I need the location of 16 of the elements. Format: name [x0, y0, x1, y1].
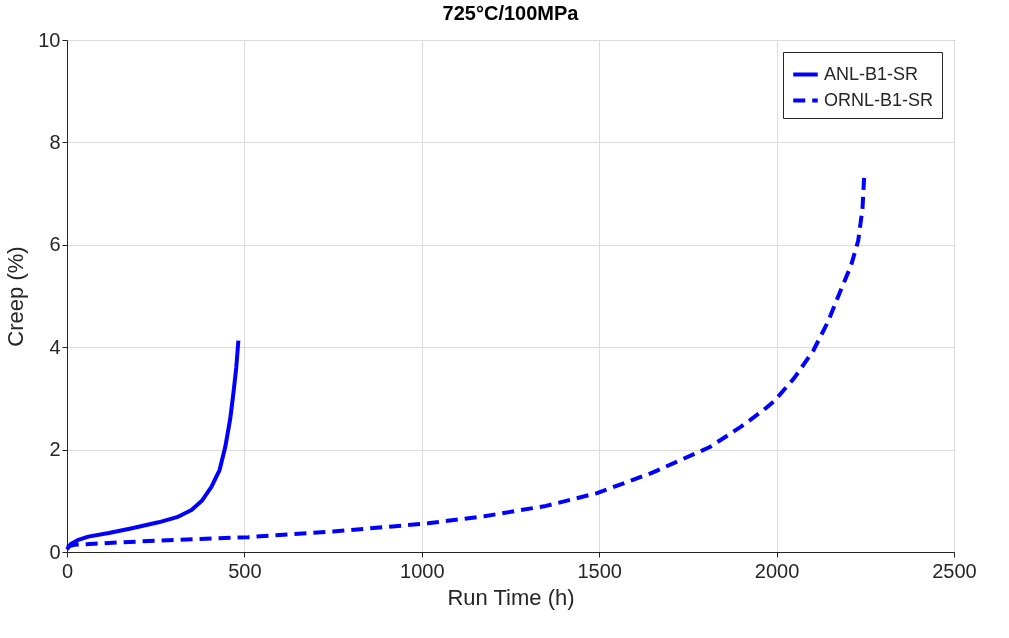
y-axis-title: Creep (%)	[3, 246, 29, 347]
legend-label: ANL-B1-SR	[824, 63, 919, 84]
x-axis-title: Run Time (h)	[447, 584, 575, 610]
x-tick-label: 2000	[754, 559, 800, 582]
x-tick-label: 2500	[932, 559, 977, 582]
x-tick-label: 500	[228, 559, 262, 582]
y-tick-label: 8	[49, 130, 61, 153]
x-tick-label: 1500	[577, 559, 622, 582]
y-tick-label: 2	[49, 438, 61, 461]
legend-label: ORNL-B1-SR	[824, 89, 934, 110]
y-tick-label: 6	[49, 233, 61, 256]
chart-title: 725°C/100MPa	[442, 2, 580, 24]
y-tick-label: 4	[49, 335, 61, 358]
y-tick-label: 10	[38, 28, 61, 51]
y-tick-label: 0	[49, 540, 61, 563]
x-tick-label: 1000	[400, 559, 445, 582]
